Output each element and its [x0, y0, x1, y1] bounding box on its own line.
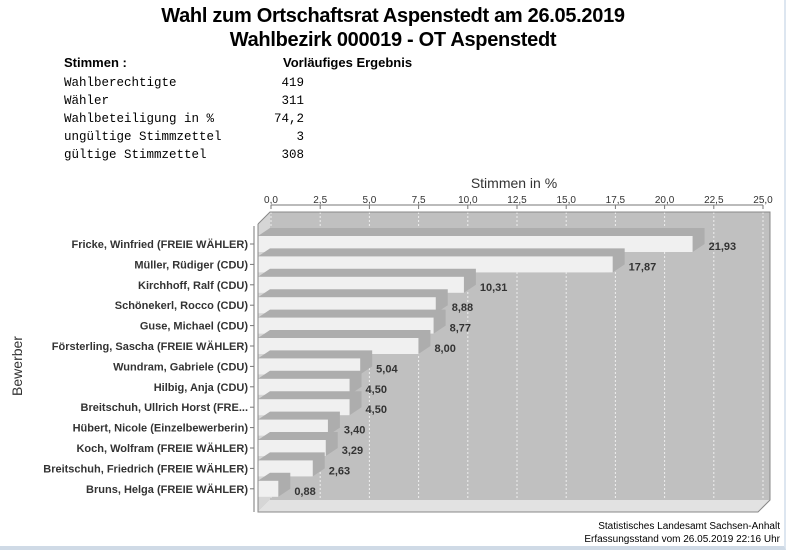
x-tick-label: 12,5 [507, 195, 527, 206]
bar [258, 480, 279, 497]
y-axis-title: Bewerber [9, 336, 25, 396]
x-tick-label: 25,0 [753, 195, 773, 206]
x-tick-label: 7,5 [412, 195, 426, 206]
y-tick-label: Breitschuh, Ullrich Horst (FRE... [81, 402, 248, 414]
bar [258, 256, 613, 273]
data-label: 8,88 [452, 302, 473, 314]
data-label: 10,31 [480, 282, 508, 294]
stats-heading: Stimmen : [64, 55, 127, 70]
y-tick-label: Kirchhoff, Ralf (CDU) [138, 280, 248, 292]
y-tick-label: Müller, Rüdiger (CDU) [134, 259, 248, 271]
bar [258, 358, 361, 375]
x-tick-label: 2,5 [313, 195, 327, 206]
bar [258, 440, 326, 456]
x-axis-title: Stimmen in % [471, 175, 557, 191]
bar [258, 338, 419, 354]
stat-value: 311 [281, 94, 304, 108]
x-tick-label: 5,0 [362, 195, 376, 206]
stat-label: gültige Stimmzettel [64, 148, 207, 162]
footer-timestamp: Erfassungsstand vom 26.05.2019 22:16 Uhr [584, 534, 780, 545]
bar [258, 276, 464, 293]
y-tick-label: Breitschuh, Friedrich (FREIE WÄHLER) [43, 462, 248, 475]
bar [258, 419, 328, 436]
bar [258, 378, 350, 395]
bar [258, 297, 436, 314]
y-tick-label: Schönekerl, Rocco (CDU) [115, 300, 249, 312]
page-title: Wahl zum Ortschaftsrat Aspenstedt am 26.… [161, 5, 625, 27]
data-label: 5,04 [376, 363, 398, 375]
plot-floor [258, 500, 770, 512]
data-label: 3,40 [344, 425, 365, 437]
data-label: 0,88 [294, 486, 315, 498]
x-tick-label: 0,0 [264, 195, 278, 206]
y-tick-label: Guse, Michael (CDU) [140, 321, 249, 333]
bar [258, 460, 313, 477]
page-subtitle: Wahlbezirk 000019 - OT Aspenstedt [229, 29, 557, 51]
y-tick-label: Hilbig, Anja (CDU) [154, 382, 249, 394]
data-label: 8,77 [450, 323, 471, 335]
stat-value: 419 [281, 76, 304, 90]
y-tick-label: Wundram, Gabriele (CDU) [113, 361, 248, 373]
data-label: 2,63 [329, 465, 350, 477]
x-tick-label: 15,0 [556, 195, 576, 206]
bar [258, 399, 350, 416]
y-tick-label: Koch, Wolfram (FREIE WÄHLER) [76, 442, 248, 455]
x-tick-label: 17,5 [606, 195, 626, 206]
stat-value: 308 [281, 148, 304, 162]
bar [258, 317, 434, 334]
x-tick-label: 22,5 [704, 195, 724, 206]
stat-value: 3 [296, 130, 304, 144]
data-label: 21,93 [709, 241, 737, 253]
footer-source: Statistisches Landesamt Sachsen-Anhalt [598, 521, 780, 532]
stat-label: Wahlberechtigte [64, 76, 177, 90]
data-label: 4,50 [366, 404, 387, 416]
data-label: 17,87 [629, 261, 657, 273]
y-tick-label: Försterling, Sascha (FREIE WÄHLER) [52, 340, 249, 353]
data-label: 8,00 [434, 343, 455, 355]
stats-result-heading: Vorläufiges Ergebnis [283, 55, 413, 70]
x-tick-label: 20,0 [655, 195, 675, 206]
x-tick-label: 10,0 [458, 195, 478, 206]
y-tick-label: Fricke, Winfried (FREIE WÄHLER) [71, 238, 248, 251]
data-label: 3,29 [342, 445, 363, 457]
stat-label: ungültige Stimmzettel [64, 130, 222, 144]
y-tick-label: Hübert, Nicole (Einzelbewerberin) [73, 423, 249, 435]
y-tick-label: Bruns, Helga (FREIE WÄHLER) [86, 483, 248, 496]
stat-label: Wähler [64, 94, 110, 108]
stat-value: 74,2 [273, 112, 304, 126]
data-label: 4,50 [366, 384, 387, 396]
plot-border [257, 211, 771, 513]
bar [258, 236, 693, 252]
stat-label: Wahlbeteiligung in % [64, 112, 215, 126]
